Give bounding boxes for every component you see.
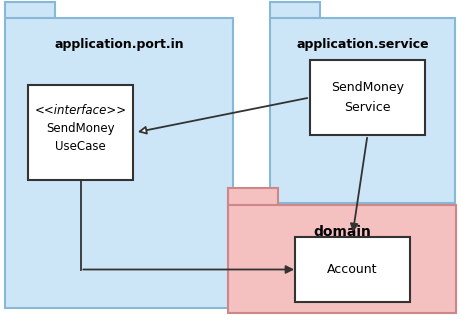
Text: SendMoney: SendMoney (46, 122, 115, 135)
Text: Service: Service (344, 101, 391, 114)
Bar (28, 85, 133, 180)
Bar (295, 237, 410, 302)
Text: Account: Account (327, 263, 378, 276)
Text: SendMoney: SendMoney (331, 81, 404, 94)
Text: domain: domain (313, 225, 371, 239)
Bar (5, 2, 55, 20)
Bar (228, 188, 278, 206)
Bar (5, 18, 233, 308)
Text: <<interface>>: <<interface>> (35, 104, 127, 117)
Text: application.service: application.service (296, 38, 429, 51)
Bar (270, 2, 320, 20)
Bar (270, 18, 455, 203)
Text: UseCase: UseCase (55, 140, 106, 153)
Bar (228, 205, 456, 313)
Text: application.port.in: application.port.in (54, 38, 184, 51)
Bar (310, 60, 425, 135)
